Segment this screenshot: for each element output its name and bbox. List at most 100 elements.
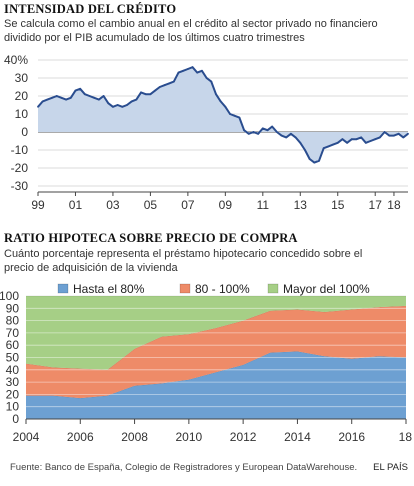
y-tick-label: 50 [6, 351, 20, 365]
data-point [393, 134, 395, 137]
data-point [46, 98, 49, 101]
area-hasta-el-80- [26, 351, 406, 419]
legend-swatch [267, 283, 279, 294]
data-point [55, 95, 58, 97]
data-point [280, 134, 283, 137]
data-point [182, 69, 185, 72]
data-point [322, 147, 325, 150]
data-point [163, 84, 166, 87]
data-point [172, 80, 175, 83]
y-tick-label: 80 [6, 314, 20, 328]
data-point [97, 98, 100, 101]
data-point [219, 100, 222, 103]
x-tick-label: 18 [387, 198, 401, 212]
y-tick-label: 10 [15, 107, 29, 121]
y-tick-label: 0 [21, 125, 28, 139]
x-tick-label: 13 [294, 198, 308, 212]
x-tick-label: 2006 [67, 430, 94, 444]
data-point [121, 105, 124, 108]
data-point [154, 89, 156, 92]
x-tick-label: 03 [106, 198, 120, 212]
x-tick-label: 2004 [13, 430, 40, 444]
x-tick-label: 15 [331, 198, 345, 212]
data-point [93, 96, 96, 99]
data-point [290, 132, 292, 135]
data-point [196, 71, 199, 74]
area-80-100- [26, 305, 406, 399]
data-point [299, 141, 302, 144]
data-point [327, 145, 330, 148]
data-point [74, 89, 77, 92]
data-point [304, 149, 306, 151]
data-point [313, 161, 316, 164]
data-point [126, 104, 128, 106]
chart2-subtitle-line2: precio de adquisición de la vivienda [4, 262, 178, 274]
legend-label: Mayor del 100% [283, 282, 370, 296]
y-tick-label: -10 [11, 143, 29, 157]
data-point [177, 71, 180, 74]
data-point [364, 141, 367, 144]
data-point [140, 91, 142, 94]
x-tick-label: 01 [69, 198, 83, 212]
data-point [360, 136, 363, 139]
data-point [285, 136, 288, 139]
credit-line [37, 66, 409, 164]
data-point [149, 93, 152, 96]
data-point [275, 131, 278, 133]
x-tick-label: 2008 [121, 430, 148, 444]
data-point [130, 100, 133, 103]
y-tick-label: 90 [6, 301, 20, 315]
data-point [112, 105, 114, 108]
chart1-subtitle-line2: dividido por el PIB acumulado de los últ… [4, 32, 305, 44]
data-point [332, 143, 334, 146]
y-tick-label: -30 [11, 179, 29, 193]
data-point [116, 104, 119, 106]
x-tick-label: 09 [219, 198, 233, 212]
data-point [224, 105, 227, 108]
data-point [383, 131, 386, 133]
data-point [135, 98, 138, 101]
x-tick-label: 2014 [284, 430, 311, 444]
data-point [51, 96, 53, 99]
data-point [355, 138, 358, 141]
data-point [407, 132, 409, 135]
data-point [83, 93, 86, 96]
data-point [233, 114, 236, 117]
data-point [243, 129, 245, 132]
data-point [397, 132, 400, 135]
y-tick-label: 30 [15, 71, 29, 85]
x-tick-label: 11 [257, 198, 270, 212]
data-point [37, 105, 39, 108]
legend-swatch [57, 283, 69, 294]
x-tick-label: 2016 [338, 430, 365, 444]
data-point [107, 102, 110, 105]
data-point [388, 134, 391, 137]
data-point [369, 140, 372, 142]
y-tick-label: 30 [6, 375, 20, 389]
x-tick-label: 2010 [176, 430, 203, 444]
data-point [294, 136, 297, 139]
x-tick-label: 05 [144, 198, 158, 212]
data-point [261, 127, 264, 130]
data-point [41, 100, 44, 103]
data-point [378, 136, 381, 139]
data-point [238, 116, 241, 119]
area-mayor-del-100- [26, 296, 406, 370]
chart2-title: RATIO HIPOTECA SOBRE PRECIO DE COMPRA [4, 231, 298, 245]
legend-swatch [179, 283, 191, 294]
data-point [205, 77, 208, 79]
x-tick-label: 2012 [230, 430, 257, 444]
y-tick-label: 20 [6, 387, 20, 401]
data-point [102, 95, 105, 97]
data-point [158, 86, 161, 88]
data-point [215, 93, 217, 96]
data-point [350, 138, 353, 141]
data-point [60, 96, 63, 99]
data-point [79, 87, 82, 90]
data-point [336, 141, 339, 144]
source-footer: Fuente: Banco de España, Colegio de Regi… [10, 462, 358, 473]
legend-label: 80 - 100% [195, 282, 250, 296]
y-tick-label: 40 [6, 363, 20, 377]
